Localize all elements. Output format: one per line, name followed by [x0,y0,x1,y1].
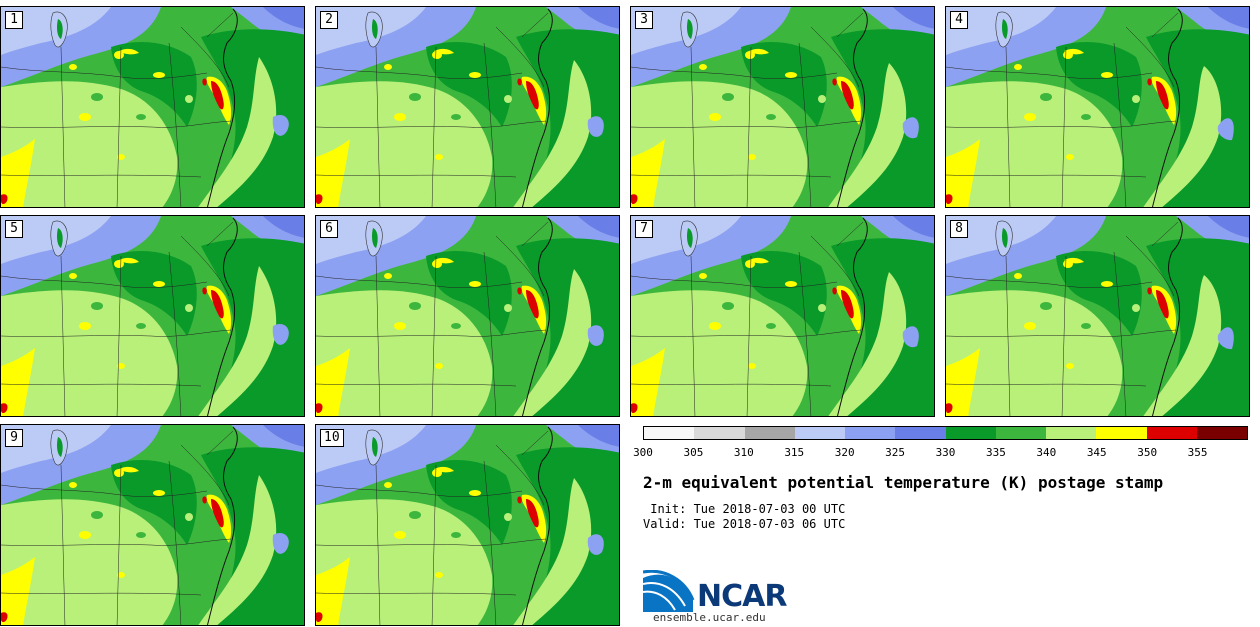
colorbar-tick-label: 345 [1086,446,1107,459]
colorbar-bin [895,427,946,439]
colorbar-tick-label: 330 [935,446,956,459]
member-number-label: 6 [320,220,338,238]
colorbar-tick-label: 325 [885,446,906,459]
map-plot [631,7,934,207]
map-plot [316,425,619,625]
map-plot [316,7,619,207]
member-number-label: 5 [5,220,23,238]
member-number-label: 9 [5,429,23,447]
colorbar-bin [694,427,745,439]
colorbar [643,426,1248,440]
colorbar-tick-label: 300 [633,446,653,459]
colorbar-tick-label: 350 [1137,446,1158,459]
colorbar-bin [794,427,845,439]
valid-time: Valid: Tue 2018-07-03 06 UTC [643,517,846,531]
member-panel: 7 [630,215,935,417]
colorbar-tick-label: 335 [985,446,1006,459]
colorbar-bin [845,427,896,439]
map-plot [1,425,304,625]
member-panel: 10 [315,424,620,626]
member-number-label: 8 [950,220,968,238]
member-panel: 9 [0,424,305,626]
colorbar-bin [1146,427,1197,439]
site-url: ensemble.ucar.edu [653,611,766,624]
member-panel: 6 [315,215,620,417]
colorbar-tick-label: 320 [834,446,855,459]
ncar-wordmark: NCAR [697,579,787,614]
member-number-label: 3 [635,11,653,29]
member-panel: 3 [630,6,935,208]
member-panel: 2 [315,6,620,208]
init-time: Init: Tue 2018-07-03 00 UTC [643,502,846,516]
ncar-logo-icon [643,570,695,612]
colorbar-tick-label: 310 [733,446,754,459]
colorbar-bin [995,427,1046,439]
map-plot [316,216,619,416]
member-number-label: 1 [5,11,23,29]
plot-title: 2-m equivalent potential temperature (K)… [643,473,1164,492]
member-panel: 5 [0,215,305,417]
member-number-label: 2 [320,11,338,29]
colorbar-bin [1196,427,1247,439]
member-number-label: 4 [950,11,968,29]
colorbar-tick-label: 355 [1187,446,1208,459]
map-plot [1,7,304,207]
map-plot [946,7,1249,207]
colorbar-bin [945,427,996,439]
colorbar-tick-label: 315 [784,446,805,459]
colorbar-tick-label: 305 [683,446,704,459]
member-number-label: 10 [320,429,344,447]
member-number-label: 7 [635,220,653,238]
map-plot [946,216,1249,416]
colorbar-tick-label: 340 [1036,446,1057,459]
colorbar-bin [1046,427,1097,439]
member-panel: 4 [945,6,1250,208]
map-plot [631,216,934,416]
map-plot [1,216,304,416]
member-panel: 1 [0,6,305,208]
colorbar-bin [644,427,695,439]
colorbar-bin [744,427,795,439]
colorbar-bin [1096,427,1147,439]
member-panel: 8 [945,215,1250,417]
